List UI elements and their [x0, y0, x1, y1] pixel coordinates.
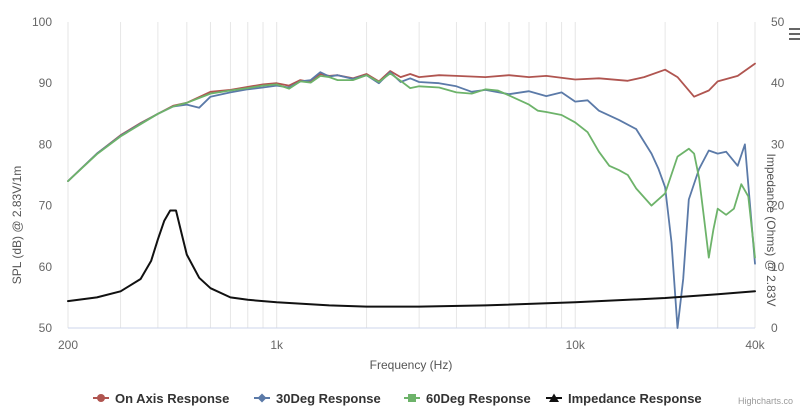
- legend: On Axis Response 30Deg Response 60Deg Resp…: [93, 391, 702, 406]
- menu-icon[interactable]: [789, 28, 800, 30]
- series-line-60deg-response: [67, 72, 756, 259]
- legend-marker-diamond: [257, 393, 267, 403]
- y-tick-label: 100: [32, 15, 52, 29]
- y2-tick-label: 0: [771, 321, 778, 335]
- series-line-impedance-response: [67, 209, 756, 308]
- x-axis-title: Frequency (Hz): [370, 358, 453, 372]
- legend-item-60deg-response[interactable]: 60Deg Response: [404, 391, 531, 406]
- legend-label: 60Deg Response: [426, 391, 531, 406]
- y-axis-title: SPL (dB) @ 2.83V/1m: [10, 166, 24, 284]
- x-tick-label: 40k: [745, 338, 765, 352]
- y2-tick-label: 10: [771, 260, 785, 274]
- grid: [67, 22, 756, 329]
- y2-axis-ticks: 0 10 20 30 40 50: [771, 15, 785, 335]
- y2-axis-title: Impedance (Ohms) @ 2.83V: [764, 154, 778, 307]
- context-menu-button[interactable]: [789, 28, 800, 40]
- series-line-30deg-response: [67, 71, 756, 329]
- series-layer: [67, 62, 756, 329]
- y-tick-label: 90: [39, 76, 53, 90]
- legend-label: Impedance Response: [568, 391, 702, 406]
- legend-marker-circle: [97, 394, 105, 402]
- y-tick-label: 70: [39, 199, 53, 213]
- y2-tick-label: 40: [771, 76, 785, 90]
- y2-tick-label: 30: [771, 137, 785, 151]
- legend-marker-triangle: [549, 393, 559, 402]
- x-tick-label: 200: [58, 338, 78, 352]
- legend-item-on-axis-response[interactable]: On Axis Response: [93, 391, 229, 406]
- x-tick-label: 10k: [566, 338, 586, 352]
- x-axis-ticks: 200 1k 10k 40k: [58, 338, 766, 352]
- credits-link[interactable]: Highcharts.co: [738, 396, 793, 406]
- legend-item-30deg-response[interactable]: 30Deg Response: [254, 391, 381, 406]
- legend-marker-square: [408, 394, 416, 402]
- series-line-on-axis-response: [67, 62, 756, 183]
- y2-tick-label: 20: [771, 199, 785, 213]
- y-tick-label: 60: [39, 260, 53, 274]
- x-tick-label: 1k: [270, 338, 284, 352]
- y2-tick-label: 50: [771, 15, 785, 29]
- legend-label: On Axis Response: [115, 391, 229, 406]
- y-tick-label: 80: [39, 137, 53, 151]
- y-tick-label: 50: [39, 321, 53, 335]
- legend-label: 30Deg Response: [276, 391, 381, 406]
- y-axis-ticks: 50 60 70 80 90 100: [32, 15, 52, 335]
- legend-item-impedance-response[interactable]: Impedance Response: [546, 391, 702, 406]
